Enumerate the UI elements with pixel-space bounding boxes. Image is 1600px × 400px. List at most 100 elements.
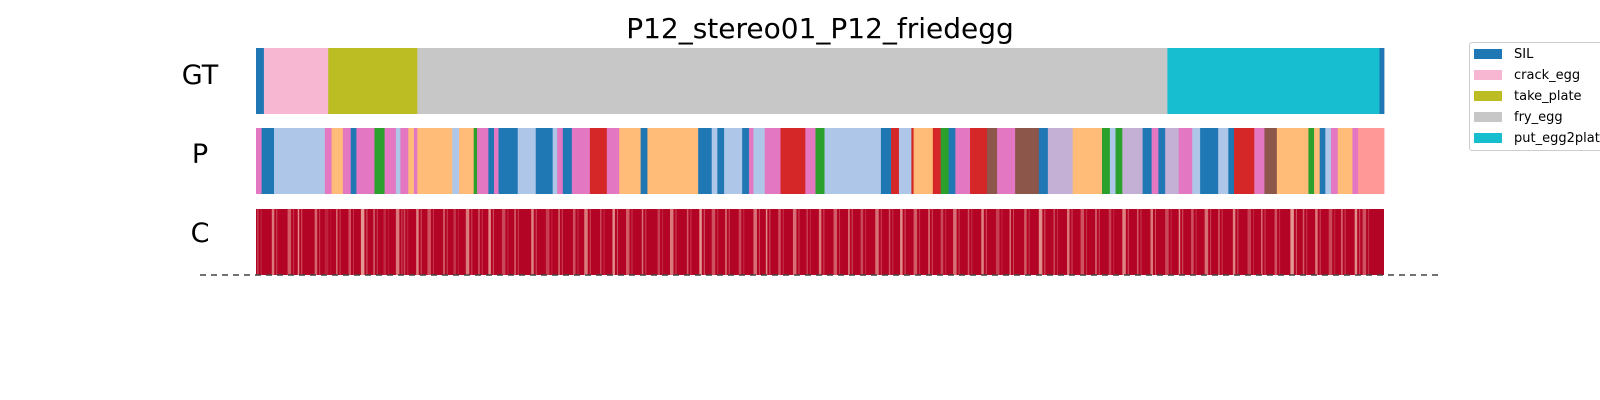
prediction-segment: [1109, 128, 1116, 194]
prediction-segment: [562, 128, 573, 194]
confidence-dip: [1071, 209, 1073, 275]
confidence-dip: [465, 209, 470, 275]
prediction-segment: [408, 128, 415, 194]
confidence-dip: [743, 209, 745, 275]
confidence-dip: [699, 209, 702, 275]
confidence-dip: [690, 209, 692, 275]
confidence-dip: [1279, 209, 1281, 275]
prediction-segment: [1122, 128, 1143, 194]
confidence-dip: [348, 209, 351, 275]
legend-label-fry-egg: fry_egg: [1514, 109, 1563, 125]
legend-swatch-fry-egg: [1474, 112, 1502, 122]
confidence-dip: [809, 209, 811, 275]
confidence-dip: [1155, 209, 1156, 275]
confidence-dip: [1113, 209, 1115, 275]
gt-segment-fry-egg: [417, 48, 1168, 114]
gt-segment-crack-egg: [263, 48, 329, 114]
prediction-segment: [606, 128, 620, 194]
confidence-dip: [271, 209, 275, 275]
prediction-segment: [256, 128, 263, 194]
confidence-dip: [888, 209, 891, 275]
confidence-dip: [403, 209, 406, 275]
prediction-segment: [1151, 128, 1159, 194]
confidence-dip: [1024, 209, 1027, 275]
prediction-segment: [1254, 128, 1265, 194]
confidence-dip: [823, 209, 825, 275]
prediction-segment: [342, 128, 352, 194]
confidence-dip: [900, 209, 903, 275]
confidence-dip: [892, 209, 894, 275]
prediction-segment: [891, 128, 900, 194]
confidence-dip: [1295, 209, 1297, 275]
confidence-dip: [443, 209, 445, 275]
confidence-dip: [1191, 209, 1194, 275]
confidence-dip: [420, 209, 422, 275]
confidence-dip: [1290, 209, 1294, 275]
confidence-dip: [1264, 209, 1266, 275]
confidence-dip: [1009, 209, 1011, 275]
confidence-dip: [1182, 209, 1184, 275]
confidence-dip: [662, 209, 664, 275]
legend-label-put-egg2plate: put_egg2plate: [1514, 130, 1600, 146]
prediction-segment: [417, 128, 453, 194]
prediction-segment: [1330, 128, 1339, 194]
confidence-dip: [725, 209, 727, 275]
confidence-dip: [572, 209, 576, 275]
confidence-dip: [1253, 209, 1255, 275]
confidence-dip: [446, 209, 448, 275]
confidence-dip: [1306, 209, 1308, 275]
confidence-dip: [1315, 209, 1318, 275]
confidence-dip: [1221, 209, 1223, 275]
prediction-segment: [640, 128, 648, 194]
confidence-dip: [913, 209, 918, 275]
confidence-dip: [1028, 209, 1030, 275]
prediction-segment: [1142, 128, 1153, 194]
confidence-dip: [711, 209, 716, 275]
confidence-dip: [1341, 209, 1343, 275]
confidence-dip: [324, 209, 329, 275]
prediction-segment: [748, 128, 754, 194]
confidence-dip: [806, 209, 808, 275]
prediction-segment: [395, 128, 401, 194]
confidence-dip: [641, 209, 644, 275]
prediction-segment: [948, 128, 956, 194]
confidence-dip: [383, 209, 386, 275]
confidence-dip: [432, 209, 434, 275]
confidence-row: [256, 209, 1384, 275]
prediction-segment: [711, 128, 718, 194]
prediction-segment: [477, 128, 489, 194]
confidence-dip: [904, 209, 906, 275]
gt-segment-SIL: [1379, 48, 1385, 114]
confidence-dip: [481, 209, 483, 275]
gt-segment-SIL: [256, 48, 265, 114]
prediction-segment: [932, 128, 942, 194]
confidence-dip: [995, 209, 1000, 275]
confidence-dip: [314, 209, 318, 275]
confidence-dip: [1354, 209, 1358, 275]
prediction-segment: [274, 128, 326, 194]
prediction-segment: [557, 128, 564, 194]
confidence-dip: [1334, 209, 1336, 275]
prediction-segment: [647, 128, 699, 194]
confidence-dip: [260, 209, 262, 275]
prediction-segment: [324, 128, 332, 194]
confidence-dip: [1170, 209, 1172, 275]
confidence-dip: [517, 209, 519, 275]
prediction-segment: [1337, 128, 1353, 194]
prediction-segment: [986, 128, 998, 194]
confidence-dip: [1204, 209, 1209, 275]
legend-item-sil: SIL: [1474, 44, 1533, 64]
confidence-dip: [851, 209, 853, 275]
confidence-dip: [1344, 209, 1346, 275]
confidence-dip: [293, 209, 295, 275]
confidence-dip: [401, 209, 403, 275]
prediction-segment: [400, 128, 409, 194]
confidence-dip: [1232, 209, 1236, 275]
prediction-segment: [1352, 128, 1359, 194]
confidence-dip: [387, 209, 389, 275]
confidence-dip: [1302, 209, 1305, 275]
confidence-dip: [1013, 209, 1014, 275]
confidence-dip: [376, 209, 378, 275]
legend-item-take-plate: take_plate: [1474, 86, 1582, 106]
gt-segment-take-plate: [328, 48, 418, 114]
